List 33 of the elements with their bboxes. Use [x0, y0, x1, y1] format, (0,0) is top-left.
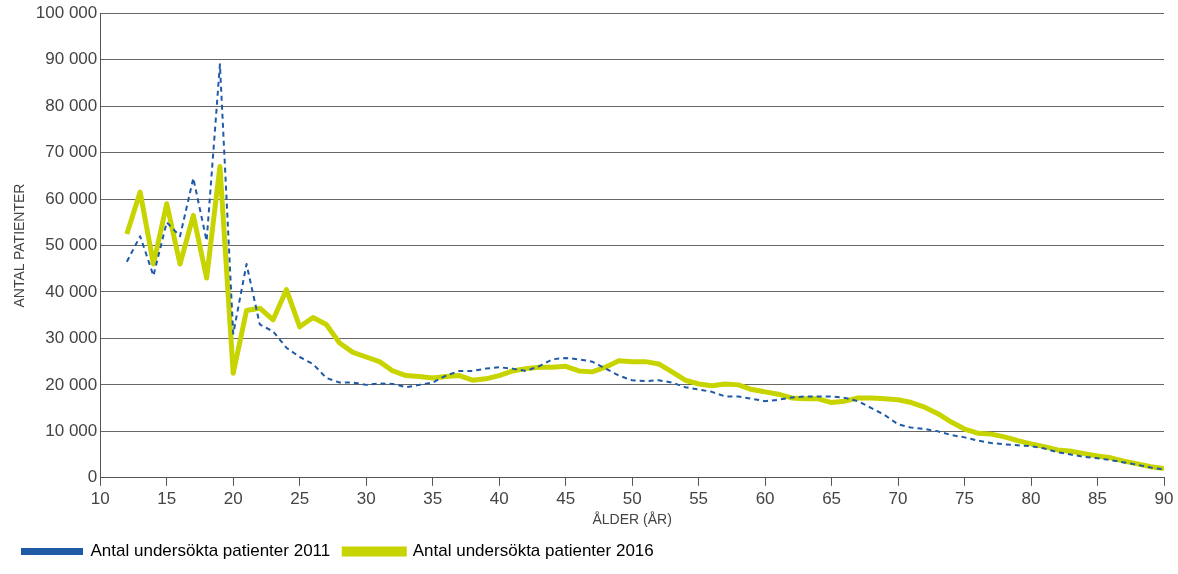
x-tick-label: 55 [689, 488, 709, 508]
x-tick-label: 60 [755, 488, 775, 508]
x-tick-label: 40 [489, 488, 509, 508]
y-tick-label: 10 000 [45, 421, 98, 441]
legend-label: Antal undersökta patienter 2011 [90, 541, 331, 561]
x-axis-title: ÅLDER (ÅR) [592, 511, 672, 528]
x-tick-label: 50 [622, 488, 642, 508]
x-tick-label: 45 [556, 488, 576, 508]
x-tick-label: 20 [223, 488, 243, 508]
y-tick-label: 50 000 [45, 235, 98, 255]
x-tick-label: 75 [955, 488, 975, 508]
y-tick-label: 90 000 [45, 49, 98, 69]
y-tick-label: 0 [87, 467, 98, 487]
y-tick-label: 40 000 [45, 281, 98, 301]
y-tick-label: 30 000 [45, 328, 98, 348]
y-tick-label: 20 000 [45, 374, 98, 394]
x-tick-label: 65 [822, 488, 842, 508]
line-series [125, 63, 1164, 471]
x-tick-label: 30 [356, 488, 376, 508]
x-tick-label: 80 [1021, 488, 1041, 508]
y-axis-title: ANTAL PATIENTER [11, 183, 28, 308]
y-tick-label: 70 000 [45, 142, 98, 162]
x-tick-label: 85 [1088, 488, 1107, 508]
x-tick-label: 25 [290, 488, 310, 508]
y-tick-label: 60 000 [45, 188, 98, 208]
x-tick-label: 70 [888, 488, 908, 508]
x-tick-label: 15 [157, 488, 177, 508]
x-tick-label: 10 [90, 488, 110, 508]
legend-label: Antal undersökta patienter 2016 [412, 541, 654, 561]
y-tick-label: 100 000 [35, 2, 98, 22]
x-tick-label: 35 [423, 488, 443, 508]
x-tick-label: 90 [1154, 488, 1174, 508]
y-tick-label: 80 000 [45, 95, 98, 115]
